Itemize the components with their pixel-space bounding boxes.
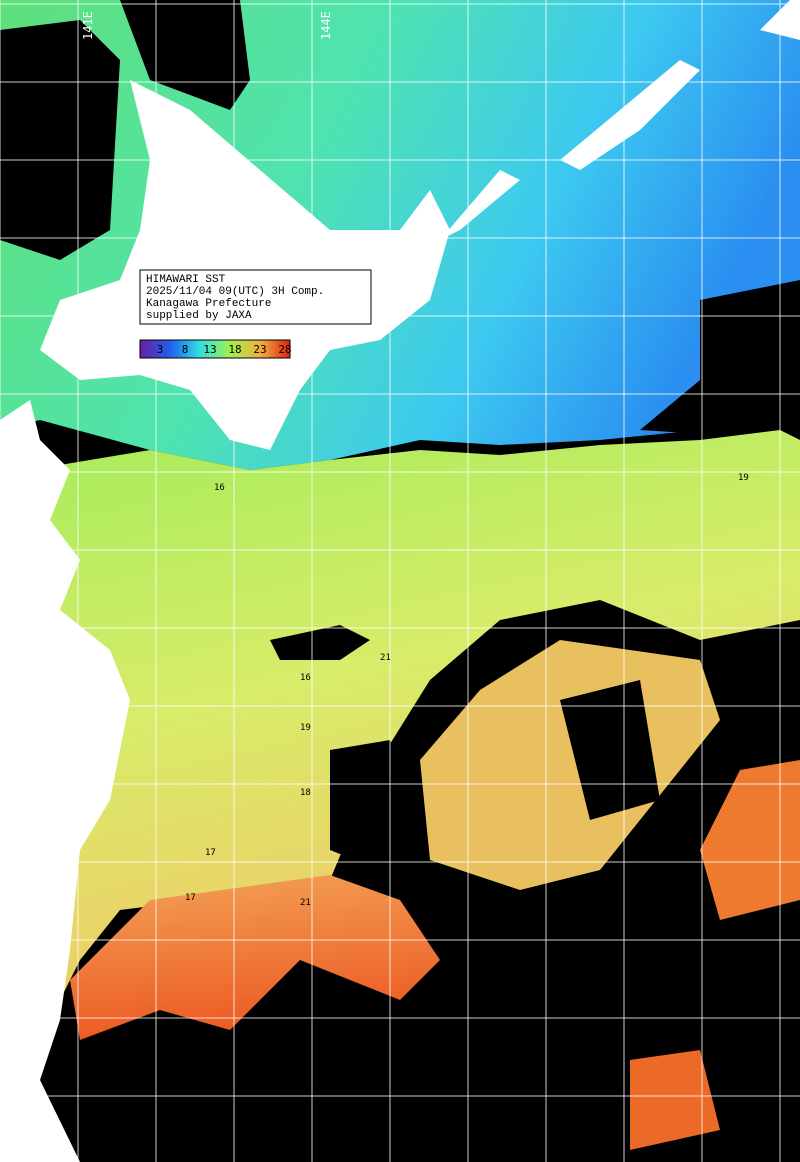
color-scale-label: 18 [228, 343, 241, 356]
color-scale-label: 13 [203, 343, 216, 356]
color-scale-label: 23 [253, 343, 266, 356]
color-scale-label: 8 [182, 343, 189, 356]
title-line: HIMAWARI SST [146, 274, 226, 286]
cloud [270, 625, 370, 660]
title-line: Kanagawa Prefecture [146, 298, 271, 310]
contour-label: 19 [738, 473, 749, 483]
contour-label: 18 [300, 788, 311, 798]
grid-label: 144E [319, 11, 333, 40]
sea-warm [420, 640, 720, 890]
land-kuril [560, 60, 700, 170]
contour-label: 16 [214, 483, 225, 493]
contour-label: 17 [185, 893, 196, 903]
cloud [330, 740, 420, 870]
title-line: 2025/11/04 09(UTC) 3H Comp. [146, 286, 324, 298]
title-box [139, 269, 372, 325]
color-scale-labels: 3 8 13 18 23 28 [157, 343, 292, 356]
cloud [560, 680, 660, 820]
color-scale-label: 28 [278, 343, 291, 356]
grid-label: 141E [81, 11, 95, 40]
labels: 16 16 17 17 18 19 19 21 21 [185, 473, 749, 908]
contour-label: 17 [205, 848, 216, 858]
sea-kuroshio [70, 875, 440, 1040]
sea-warm-patch [700, 760, 800, 920]
land-kuril [440, 170, 520, 240]
contour-label: 16 [300, 673, 311, 683]
sea-warm-patch [630, 1050, 720, 1150]
color-scale-label: 3 [157, 343, 164, 356]
contour-label: 21 [300, 898, 311, 908]
contour-label: 21 [380, 653, 391, 663]
land-honshu [0, 400, 130, 1162]
cloud [0, 20, 120, 260]
color-scale [139, 339, 291, 359]
sea-middle [30, 430, 800, 1000]
title-line: supplied by JAXA [146, 310, 252, 322]
contour-label: 19 [300, 723, 311, 733]
cloud [640, 280, 800, 440]
